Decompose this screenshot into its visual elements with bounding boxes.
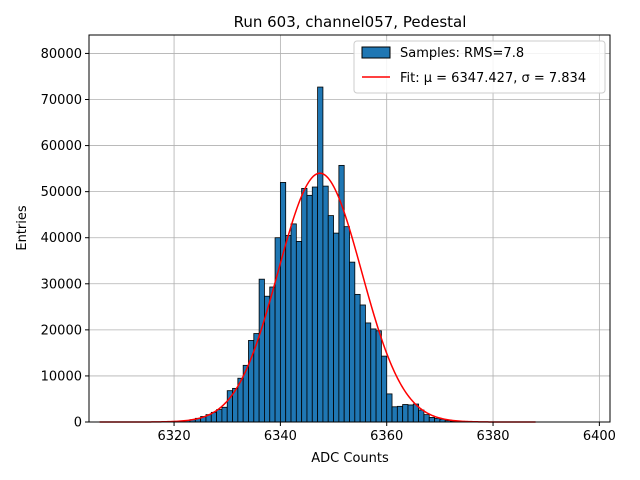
histogram-bar [349, 261, 356, 423]
x-axis-ticks: 6320 6340 6360 6380 6400 [158, 422, 616, 444]
histogram-bar [370, 328, 377, 423]
histogram-bar [221, 406, 228, 423]
histogram-bar [402, 404, 409, 423]
histogram-bar [322, 185, 329, 423]
histogram-bar [386, 393, 393, 423]
y-tick-label-4: 40000 [41, 231, 82, 246]
y-tick-label-0: 0 [74, 416, 82, 431]
legend: Samples: RMS=7.8 Fit: μ = 6347.427, σ = … [353, 40, 606, 94]
histogram-bar [216, 409, 223, 423]
legend-swatch-samples [361, 46, 391, 59]
histogram-bar [253, 333, 260, 423]
histogram-bar [317, 86, 324, 423]
histogram-bar [327, 215, 334, 423]
histogram-bar [343, 226, 350, 423]
x-tick-label-2: 6360 [370, 429, 403, 444]
y-tick-label-1: 10000 [41, 369, 82, 384]
legend-box [353, 40, 606, 94]
x-tick-label-3: 6380 [476, 429, 509, 444]
histogram-bar [311, 186, 319, 423]
x-tick-label-4: 6400 [583, 429, 616, 444]
histogram-bar [306, 194, 313, 423]
legend-label-samples: Samples: RMS=7.8 [400, 46, 524, 61]
y-tick-label-2: 20000 [41, 323, 82, 338]
y-tick-label-6: 60000 [41, 139, 82, 154]
histogram-bar [407, 404, 414, 423]
chart-title: Run 603, channel057, Pedestal [234, 13, 467, 31]
histogram-bar [418, 409, 425, 423]
histogram-bar [258, 278, 265, 423]
x-tick-label-0: 6320 [158, 429, 191, 444]
histogram-bar [423, 414, 430, 423]
y-tick-label-8: 80000 [41, 47, 82, 62]
histogram-bar [301, 188, 308, 423]
histogram-bar [380, 355, 388, 423]
y-tick-label-3: 30000 [41, 277, 82, 292]
histogram-bar [279, 182, 287, 423]
histogram-bar [391, 406, 398, 423]
histogram-bars [184, 86, 462, 423]
legend-label-fit: Fit: μ = 6347.427, σ = 7.834 [400, 71, 586, 86]
x-axis-label: ADC Counts [311, 451, 389, 466]
histogram-bar [285, 235, 292, 423]
histogram-bar [290, 223, 297, 423]
histogram-bar [375, 330, 382, 423]
plot-frame [88, 34, 611, 423]
histogram-bar [295, 240, 303, 423]
histogram-bar [434, 417, 441, 423]
y-axis-label: Entries [15, 205, 30, 251]
histogram-bar [359, 304, 366, 423]
x-tick-label-1: 6340 [264, 429, 297, 444]
histogram-bar [354, 293, 361, 423]
histogram-bar [333, 232, 340, 423]
histogram-bar [396, 405, 404, 423]
histogram-bar [269, 286, 276, 423]
y-tick-label-5: 50000 [41, 185, 82, 200]
histogram-bar [365, 322, 372, 423]
y-axis-ticks: 0 10000 20000 30000 40000 50000 60000 70000 8000… [41, 47, 89, 431]
histogram-bar [428, 416, 435, 423]
y-tick-label-7: 70000 [41, 93, 82, 108]
